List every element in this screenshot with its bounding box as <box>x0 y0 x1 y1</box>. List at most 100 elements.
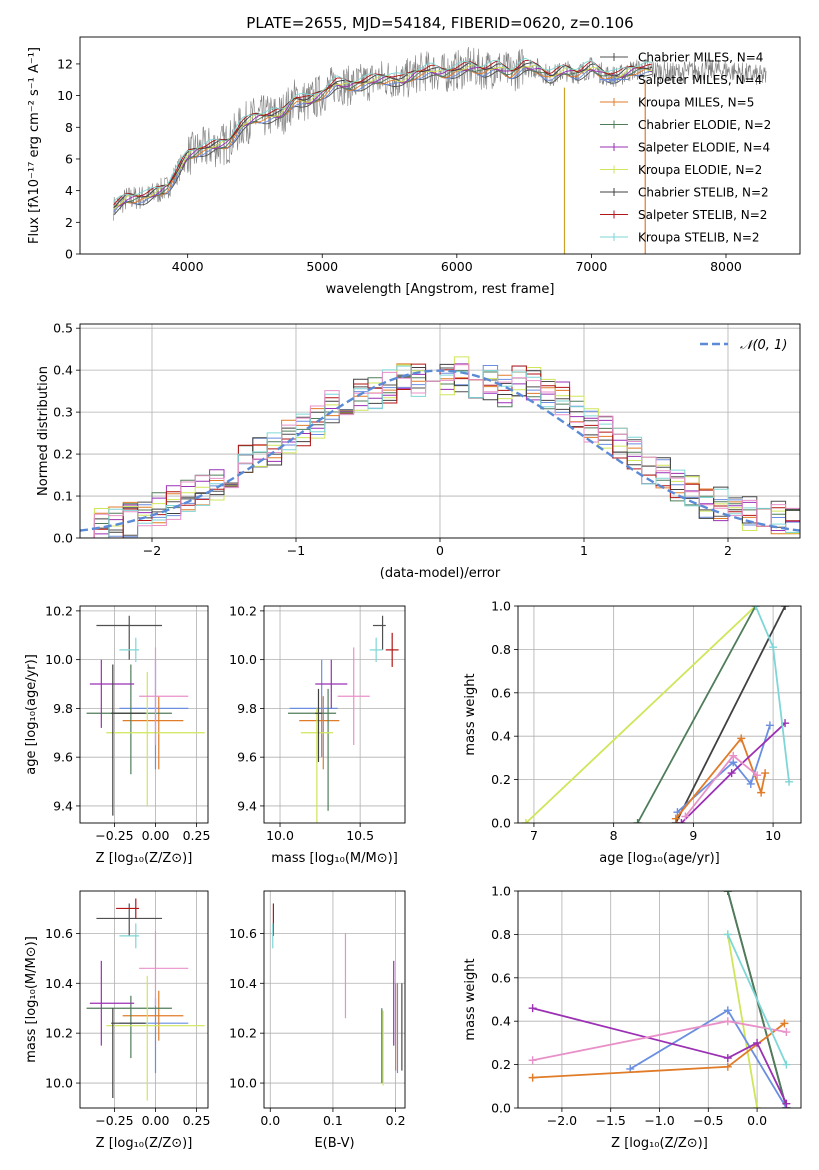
spectrum-plot-area <box>113 46 767 254</box>
weight_vs_Z-ytick-label: 0.2 <box>491 1057 511 1072</box>
weight_vs_Z-xtick-label: 0.0 <box>747 1113 767 1128</box>
weight_vs_Z-ytick-label: 0.8 <box>491 927 511 942</box>
weight_vs_age-ytick-label: 0.2 <box>491 772 511 787</box>
mass_vs_ebv-frame <box>263 890 406 1109</box>
spectrum-model-line <box>113 65 653 208</box>
residuals-ytick-label: 0.0 <box>53 531 73 546</box>
mass_vs_ebv-ytick-label: 10.6 <box>229 926 257 941</box>
weight_vs_age-point-marker <box>761 769 770 778</box>
age_vs_mass-xlabel: mass [log₁₀(M/M⊙)] <box>271 851 398 866</box>
residual-histogram <box>80 365 800 538</box>
residuals-ytick-label: 0.1 <box>53 489 73 504</box>
weight_vs_age-series-line <box>525 606 757 823</box>
weight_vs_Z-series-line <box>726 934 758 1108</box>
weight_vs_Z-xtick-label: −1.0 <box>644 1113 674 1128</box>
spectrum-ylabel: Flux [fλ10⁻¹⁷ erg cm⁻² s⁻¹ A⁻¹] <box>27 47 42 244</box>
legend-label: Salpeter MILES, N=4 <box>638 73 762 87</box>
spectrum-xtick-label: 7000 <box>575 259 607 274</box>
mass_vs_Z-xlabel: Z [log₁₀(Z/Z⊙)] <box>96 1136 193 1151</box>
legend-label: Kroupa MILES, N=5 <box>638 96 754 110</box>
weight_vs_Z-point-marker <box>723 1006 732 1015</box>
weight_vs_age-ytick-label: 0.8 <box>491 642 511 657</box>
weight_vs_age-point-marker <box>737 734 746 743</box>
mass_vs_Z-ytick-label: 10.0 <box>45 1076 73 1091</box>
weight_vs_Z-point-marker <box>723 1054 732 1063</box>
legend-label: Salpeter ELODIE, N=4 <box>638 141 770 155</box>
mass_vs_ebv-ytick-label: 10.4 <box>229 976 257 991</box>
residuals-xtick-label: 2 <box>724 543 732 558</box>
age_vs_mass-ytick-label: 9.8 <box>237 701 257 716</box>
spectrum-model-line <box>113 69 653 216</box>
spectrum-xtick-label: 8000 <box>710 259 742 274</box>
legend-label: 𝒩(0, 1) <box>740 338 787 353</box>
weight_vs_Z-xtick-label: −1.5 <box>596 1113 626 1128</box>
weight_vs_age-ytick-label: 0.4 <box>491 729 511 744</box>
age_vs_mass-xtick-label: 10.5 <box>346 828 374 843</box>
mass_vs_Z-xtick-label: 0.00 <box>142 1113 170 1128</box>
weight_vs_Z-point-marker <box>782 1099 791 1108</box>
weight_vs_Z-point-marker <box>780 1019 789 1028</box>
age_vs_Z-xtick-label: 0.25 <box>183 828 211 843</box>
weight_vs_age-point-marker <box>671 814 680 823</box>
weight_vs_Z-plot-area <box>518 891 801 1108</box>
weight_vs_age-point-marker <box>746 779 755 788</box>
residuals-xtick-label: 1 <box>580 543 588 558</box>
mass_vs_Z-xtick-label: −0.25 <box>95 1113 133 1128</box>
age_vs_Z-plot-area <box>80 606 208 823</box>
age_vs_Z-xtick-label: −0.25 <box>95 828 133 843</box>
residuals-ytick-label: 0.2 <box>53 447 73 462</box>
weight_vs_Z-point-marker <box>528 1004 537 1013</box>
weight_vs_age-point-marker <box>751 606 760 610</box>
spectrum-ytick-label: 10 <box>57 88 73 103</box>
mass_vs_ebv-ytick-label: 10.2 <box>229 1026 257 1041</box>
weight_vs_Z-point-marker <box>782 1060 791 1069</box>
weight_vs_age-frame <box>517 605 802 824</box>
legend-label: Chabrier ELODIE, N=2 <box>638 118 771 132</box>
residuals-ytick-label: 0.4 <box>53 363 73 378</box>
spectrum-frame <box>79 36 801 255</box>
spectrum-xtick-label: 4000 <box>172 259 204 274</box>
weight_vs_age-xtick-label: 9 <box>689 828 697 843</box>
age_vs_Z-frame <box>79 605 209 824</box>
weight_vs_age-point-marker <box>633 819 642 823</box>
mass_vs_Z-ylabel: mass [log₁₀(M/M⊙)] <box>24 936 39 1063</box>
age_vs_mass-xtick-label: 10.0 <box>266 828 294 843</box>
mass_vs_ebv-xlabel: E(B-V) <box>314 1136 354 1151</box>
age_vs_mass-ytick-label: 9.4 <box>237 798 257 813</box>
spectrum-ytick-label: 8 <box>65 120 73 135</box>
spectrum-ytick-label: 4 <box>65 183 73 198</box>
legend-label: Salpeter STELIB, N=2 <box>638 208 767 222</box>
weight_vs_Z-xtick-label: −2.0 <box>547 1113 577 1128</box>
weight_vs_Z-point-marker <box>528 1056 537 1065</box>
mass_vs_Z-ytick-label: 10.4 <box>45 976 73 991</box>
spectrum-xlabel: wavelength [Angstrom, rest frame] <box>326 282 555 297</box>
weight_vs_age-point-marker <box>681 812 690 821</box>
weight_vs_Z-point-marker <box>753 1104 762 1108</box>
spectrum-xtick-label: 5000 <box>306 259 338 274</box>
age_vs_Z-ytick-label: 9.4 <box>53 798 73 813</box>
weight_vs_age-xlabel: age [log₁₀(age/yr)] <box>599 851 720 866</box>
weight_vs_age-ytick-label: 1.0 <box>491 599 511 614</box>
mass_vs_Z-ytick-label: 10.2 <box>45 1026 73 1041</box>
spectrum-ytick-label: 0 <box>65 247 73 262</box>
weight_vs_age-xtick-label: 8 <box>610 828 618 843</box>
weight_vs_Z-ytick-label: 0.4 <box>491 1014 511 1029</box>
mass_vs_Z-frame <box>79 890 209 1109</box>
age_vs_Z-xlabel: Z [log₁₀(Z/Z⊙)] <box>96 851 193 866</box>
legend-label: Kroupa ELODIE, N=2 <box>638 163 762 177</box>
weight_vs_age-point-marker <box>753 771 762 780</box>
spectrum-model-line <box>113 65 653 209</box>
mass_vs_Z-ytick-label: 10.6 <box>45 926 73 941</box>
weight_vs_age-point-marker <box>677 819 686 823</box>
legend-label: Chabrier STELIB, N=2 <box>638 186 769 200</box>
gaussian-curve <box>80 369 800 532</box>
age_vs_mass-ytick-label: 9.6 <box>237 750 257 765</box>
weight_vs_Z-ylabel: mass weight <box>463 958 478 1040</box>
weight_vs_age-point-marker <box>785 777 794 786</box>
residual-histogram <box>80 356 800 538</box>
weight_vs_age-series-line <box>674 606 786 823</box>
mass_vs_Z-plot-area <box>80 891 208 1108</box>
age_vs_Z-xtick-label: 0.00 <box>142 828 170 843</box>
spectrum-model-line <box>113 62 653 209</box>
